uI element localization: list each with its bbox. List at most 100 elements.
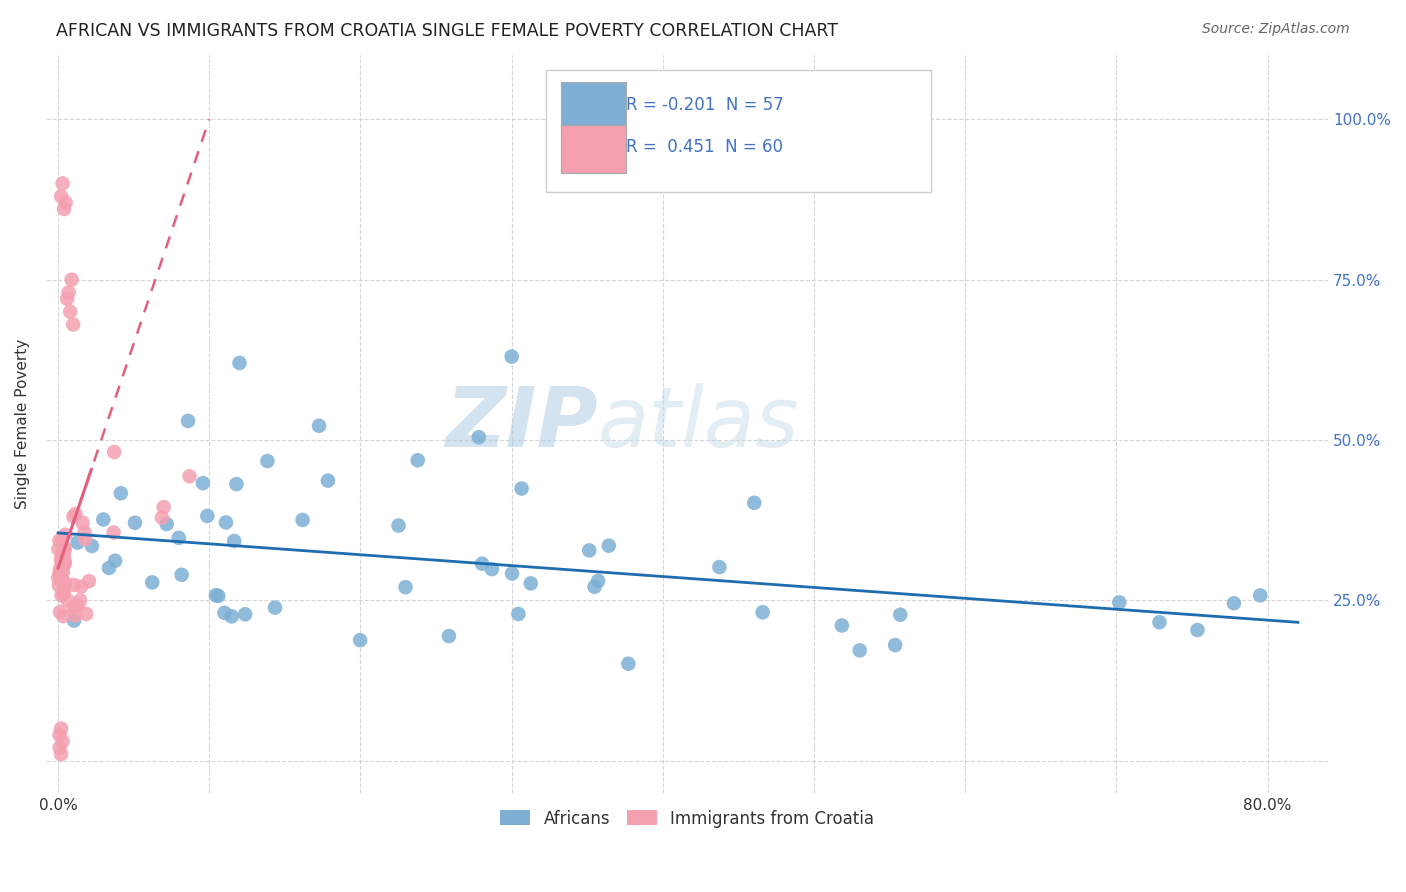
Point	[52, 582, 75, 596]
FancyBboxPatch shape	[546, 70, 931, 192]
Point	[53, 527, 76, 541]
Point	[53, 556, 76, 570]
Point	[481, 562, 503, 576]
Point	[519, 576, 541, 591]
Point	[51, 589, 73, 603]
Point	[207, 589, 229, 603]
Point	[62, 578, 84, 592]
Point	[46, 571, 69, 585]
Point	[59, 304, 82, 318]
Point	[179, 469, 201, 483]
Point	[1187, 623, 1209, 637]
FancyBboxPatch shape	[561, 82, 626, 130]
Point	[75, 607, 97, 621]
Point	[46, 541, 69, 556]
Point	[75, 532, 97, 546]
Point	[1249, 588, 1271, 602]
Point	[49, 747, 72, 761]
Text: atlas: atlas	[598, 384, 799, 465]
Point	[49, 562, 72, 576]
Point	[578, 543, 600, 558]
Point	[66, 535, 89, 549]
Point	[583, 580, 606, 594]
Point	[406, 453, 429, 467]
Point	[49, 553, 72, 567]
Point	[709, 560, 731, 574]
Point	[48, 566, 70, 581]
Point	[48, 533, 70, 548]
Point	[889, 607, 911, 622]
Point	[191, 476, 214, 491]
Point	[52, 609, 75, 624]
Point	[437, 629, 460, 643]
Point	[233, 607, 256, 622]
Point	[77, 574, 100, 589]
Point	[63, 599, 86, 613]
Point	[53, 541, 76, 555]
Point	[167, 531, 190, 545]
Point	[51, 549, 73, 564]
Point	[124, 516, 146, 530]
Point	[58, 285, 80, 300]
Point	[72, 516, 94, 530]
Point	[1149, 615, 1171, 630]
Point	[221, 609, 243, 624]
Point	[51, 547, 73, 561]
Point	[598, 539, 620, 553]
Point	[308, 418, 330, 433]
Text: ZIP: ZIP	[444, 384, 598, 465]
Point	[848, 643, 870, 657]
Text: R =  0.451  N = 60: R = 0.451 N = 60	[626, 138, 783, 156]
Point	[53, 575, 76, 590]
Point	[103, 445, 125, 459]
Point	[195, 508, 218, 523]
Point	[52, 565, 75, 579]
Point	[48, 578, 70, 592]
Point	[264, 600, 287, 615]
Point	[56, 593, 79, 607]
Point	[70, 580, 93, 594]
Point	[53, 553, 76, 567]
Point	[49, 567, 72, 582]
Point	[51, 558, 73, 572]
Point	[49, 189, 72, 203]
Point	[110, 486, 132, 500]
Point	[141, 575, 163, 590]
Point	[62, 600, 84, 615]
Point	[52, 734, 75, 748]
Point	[52, 542, 75, 557]
Point	[586, 574, 609, 588]
Point	[53, 557, 76, 571]
Point	[63, 614, 86, 628]
Point	[501, 566, 523, 581]
Point	[55, 195, 77, 210]
Point	[150, 510, 173, 524]
Point	[49, 722, 72, 736]
Point	[48, 728, 70, 742]
Point	[98, 561, 121, 575]
Point	[215, 516, 238, 530]
Point	[510, 482, 533, 496]
Legend: Africans, Immigrants from Croatia: Africans, Immigrants from Croatia	[492, 801, 883, 836]
Point	[508, 607, 530, 621]
Point	[52, 177, 75, 191]
Point	[73, 525, 96, 540]
Point	[52, 586, 75, 600]
Point	[104, 554, 127, 568]
Point	[60, 272, 83, 286]
Point	[103, 525, 125, 540]
Point	[65, 608, 87, 623]
Point	[214, 606, 236, 620]
Point	[52, 574, 75, 589]
Point	[1108, 595, 1130, 609]
Point	[831, 618, 853, 632]
Point	[205, 588, 228, 602]
Point	[1223, 596, 1246, 610]
Point	[53, 549, 76, 563]
Point	[170, 567, 193, 582]
Point	[156, 516, 179, 531]
Point	[51, 554, 73, 568]
Point	[56, 292, 79, 306]
Point	[751, 605, 773, 619]
Point	[152, 500, 174, 514]
